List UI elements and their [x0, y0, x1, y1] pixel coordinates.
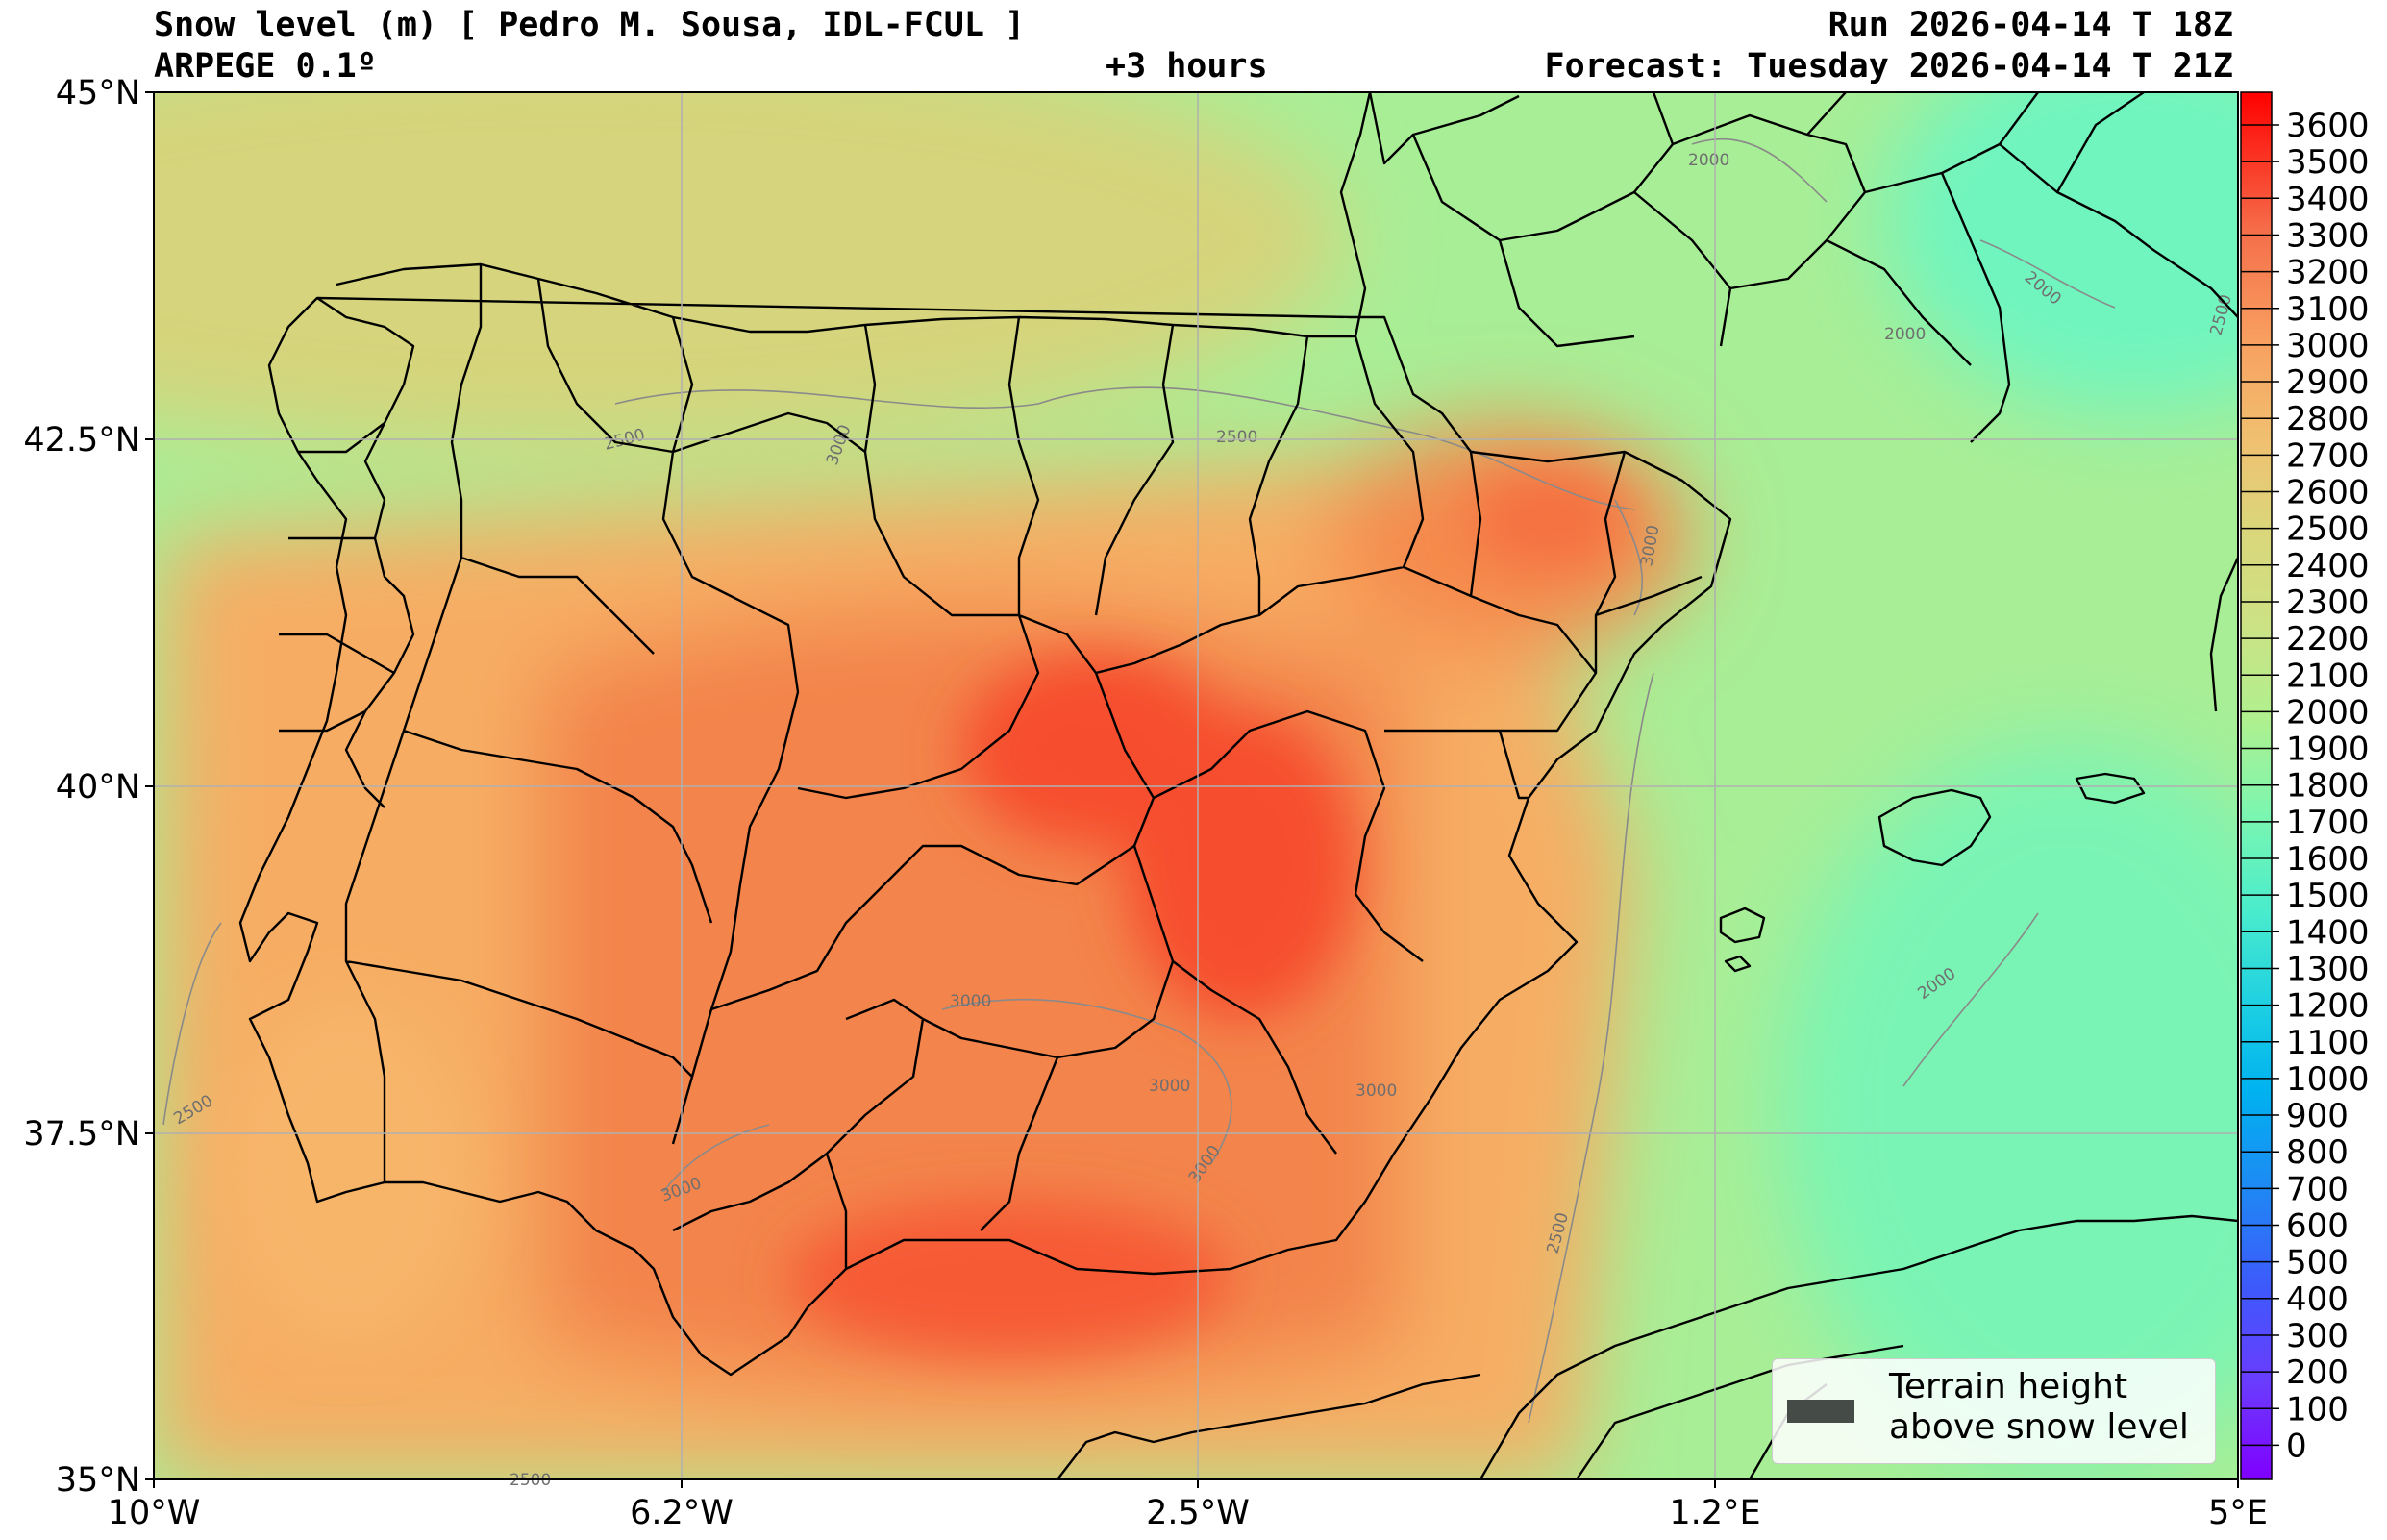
colorbar-label: 2300	[2286, 584, 2370, 622]
colorbar-label: 200	[2286, 1354, 2349, 1392]
province-borders	[344, 264, 1703, 1269]
colorbar-label: 400	[2286, 1280, 2349, 1319]
gridlines	[154, 92, 2238, 1479]
colorbar-label: 2600	[2286, 474, 2370, 512]
lon-label: 6.2°W	[630, 1494, 734, 1532]
lat-labels: 45°N 42.5°N 40°N 37.5°N 35°N	[23, 74, 140, 1500]
colorbar-label: 800	[2286, 1133, 2349, 1172]
colorbar-label: 2400	[2286, 547, 2370, 585]
colorbar-label: 2200	[2286, 620, 2370, 658]
lat-label: 42.5°N	[23, 421, 140, 460]
contour-label: 2500	[1216, 428, 1257, 447]
colorbar-label: 2500	[2286, 510, 2370, 549]
colorbar-label: 500	[2286, 1244, 2349, 1282]
colorbar-label: 300	[2286, 1317, 2349, 1355]
mallorca	[1877, 788, 1992, 867]
contour-label: 2000	[1884, 325, 1926, 344]
snow-level-field	[154, 92, 2238, 1479]
run-label: Run 2026-04-14 T 18Z	[1828, 6, 2233, 44]
terrain-legend: Terrain height above snow level	[1772, 1358, 2216, 1464]
menorca	[2075, 772, 2146, 805]
colorbar-label: 1700	[2286, 804, 2370, 842]
colorbar: 3600350034003300320031003000290028002700…	[2240, 91, 2370, 1480]
colorbar-label: 2900	[2286, 363, 2370, 402]
colorbar-label: 1300	[2286, 950, 2370, 988]
map-title: Snow level (m) [ Pedro M. Sousa, IDL-FCU…	[154, 6, 1026, 44]
colorbar-label: 1100	[2286, 1024, 2370, 1062]
colorbar-label: 3000	[2286, 327, 2370, 365]
colorbar-label: 600	[2286, 1207, 2349, 1246]
colorbar-label: 1400	[2286, 913, 2370, 952]
iberia-coastline	[238, 92, 1732, 1377]
colorbar-label: 1000	[2286, 1060, 2370, 1099]
colorbar-label: 1900	[2286, 731, 2370, 769]
colorbar-label: 0	[2286, 1427, 2307, 1465]
lon-labels: 10°W 6.2°W 2.5°W 1.2°E 5°E	[108, 1494, 2268, 1532]
lon-label: 10°W	[108, 1494, 201, 1532]
lat-label: 40°N	[56, 768, 140, 807]
colorbar-label: 1500	[2286, 877, 2370, 915]
colorbar-label: 3200	[2286, 254, 2370, 292]
axis-ticks	[145, 91, 2239, 1488]
lat-label: 37.5°N	[23, 1115, 140, 1154]
colorbar-label: 3300	[2286, 216, 2370, 255]
contour-lines	[162, 138, 2116, 1424]
lat-label: 45°N	[56, 74, 140, 112]
portugal-borders	[279, 297, 415, 808]
colorbar-label: 1200	[2286, 987, 2370, 1026]
contour-label: 3000	[1355, 1081, 1397, 1101]
colorbar-label: 3100	[2286, 290, 2370, 329]
colorbar-label: 100	[2286, 1390, 2349, 1428]
terrain-swatch	[1787, 1400, 1854, 1423]
colorbar-label: 1600	[2286, 840, 2370, 879]
contour-label: 3000	[1149, 1077, 1190, 1096]
ibiza	[1719, 907, 1766, 944]
colorbar-label: 3500	[2286, 143, 2370, 182]
colorbar-label: 2000	[2286, 693, 2370, 732]
lon-label: 1.2°E	[1669, 1494, 1760, 1532]
contour-label: 2000	[1688, 151, 1729, 170]
forecast-label: Forecast: Tuesday 2026-04-14 T 21Z	[1544, 47, 2233, 86]
colorbar-label: 2800	[2286, 400, 2370, 438]
coastlines-and-borders	[238, 92, 2238, 1479]
contour-label: 3000	[950, 992, 991, 1011]
corsica-edge	[2209, 557, 2238, 712]
colorbar-gradient	[2241, 92, 2272, 1479]
colorbar-label: 900	[2286, 1097, 2349, 1135]
terrain-legend-label: Terrain height above snow level	[1889, 1367, 2189, 1447]
colorbar-label: 700	[2286, 1170, 2349, 1208]
model-label: ARPEGE 0.1º	[154, 47, 377, 86]
lon-label: 5°E	[2208, 1494, 2268, 1532]
africa-coastline	[1057, 1214, 2238, 1479]
lead-time-label: +3 hours	[1106, 47, 1268, 86]
colorbar-label: 2700	[2286, 436, 2370, 475]
france-borders	[1368, 92, 2238, 443]
lat-label: 35°N	[56, 1461, 140, 1500]
formentera	[1724, 955, 1752, 973]
lon-label: 2.5°W	[1146, 1494, 1250, 1532]
colorbar-label: 3400	[2286, 180, 2370, 218]
colorbar-label: 3600	[2286, 107, 2370, 145]
colorbar-label: 1800	[2286, 767, 2370, 806]
colorbar-label: 2100	[2286, 657, 2370, 695]
